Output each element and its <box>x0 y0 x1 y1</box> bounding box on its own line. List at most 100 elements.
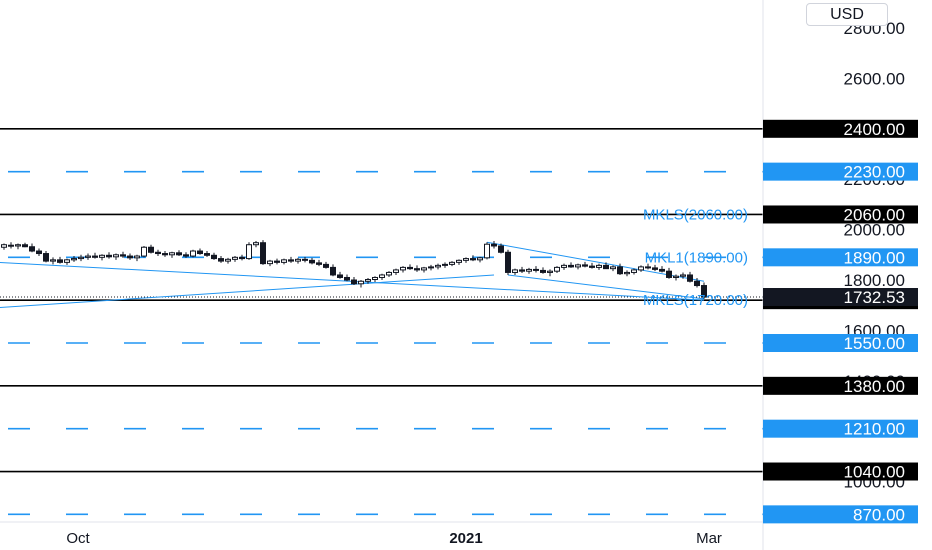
candle-body-up <box>400 266 406 271</box>
candle <box>15 243 21 250</box>
candle-body-up <box>190 250 196 257</box>
candle <box>442 262 448 268</box>
candle <box>372 276 378 283</box>
candle <box>498 243 504 254</box>
candle <box>309 257 315 265</box>
candle <box>64 258 70 265</box>
level-tag: 1550.00 <box>763 334 918 353</box>
candle <box>274 258 280 265</box>
candle-body-down <box>260 242 266 265</box>
candle-body-up <box>113 254 119 258</box>
level-tag: 1040.00 <box>763 462 918 482</box>
candle <box>512 268 518 275</box>
trend-line-wedge-bottom <box>507 274 705 300</box>
candle <box>428 264 434 271</box>
currency-selector[interactable]: USD <box>806 3 888 26</box>
candle-body-up <box>421 267 427 271</box>
candle <box>78 254 84 262</box>
candle <box>127 253 133 260</box>
candle-body-down <box>505 251 511 273</box>
candle-body-down <box>652 267 658 270</box>
candle-body-down <box>687 274 693 282</box>
candle-body-up <box>64 259 70 263</box>
horizontal-levels <box>0 128 763 516</box>
candle <box>414 265 420 272</box>
level-annotation: MKL1(1890.00) <box>645 249 748 266</box>
candle-body-up <box>456 259 462 263</box>
candle <box>463 257 469 263</box>
candle <box>449 261 455 267</box>
candle <box>470 255 476 262</box>
candle <box>36 248 42 257</box>
candle-body-up <box>386 271 392 276</box>
candle-body-up <box>365 278 371 282</box>
candle-body-down <box>470 258 476 261</box>
candle <box>113 253 119 260</box>
candle-body-up <box>449 261 455 265</box>
candle <box>246 242 252 260</box>
candle <box>85 253 91 260</box>
trend-line-rising <box>0 274 495 309</box>
candlestick-series <box>1 240 707 299</box>
candle <box>92 252 98 259</box>
candle-body-down <box>218 258 224 262</box>
candle <box>519 266 525 273</box>
time-tick-label: 2021 <box>449 530 482 547</box>
candle <box>456 259 462 265</box>
level-tag: 870.00 <box>763 505 918 524</box>
candle-body-up <box>477 257 483 261</box>
candle <box>323 261 329 269</box>
candle-body-up <box>463 258 469 261</box>
candle <box>407 264 413 270</box>
candle-body-up <box>134 255 140 259</box>
time-axis[interactable]: Oct 2021 Mar <box>66 530 722 547</box>
candle <box>652 264 658 272</box>
price-tick-label: 1800.00 <box>844 271 905 290</box>
candle <box>232 256 238 262</box>
candle <box>288 256 294 263</box>
candle <box>253 240 259 248</box>
candle-body-down <box>316 262 322 265</box>
candle-body-up <box>393 269 399 273</box>
candle <box>162 251 168 257</box>
level-tag: 2060.00 <box>763 205 918 224</box>
candle-body-up <box>141 246 147 257</box>
candle-body-up <box>526 268 532 272</box>
candle-body-down <box>323 263 329 268</box>
candle-body-down <box>106 254 112 258</box>
candle <box>638 265 644 272</box>
level-tag: 1380.00 <box>763 376 918 396</box>
trend-line-upper-long <box>0 262 705 301</box>
candle-body-up <box>435 264 441 268</box>
candle-body-down <box>603 264 609 270</box>
candle <box>435 263 441 270</box>
tag-label: 2230.00 <box>844 163 905 182</box>
candle <box>267 259 273 267</box>
candle <box>211 252 217 260</box>
candle-body-down <box>92 255 98 258</box>
candle <box>554 266 560 273</box>
candle <box>99 254 105 261</box>
candle-body-down <box>120 254 126 257</box>
candle <box>50 257 56 265</box>
level-tag: 1210.00 <box>763 419 918 439</box>
candle <box>8 242 14 249</box>
candle-body-down <box>694 280 700 287</box>
candle <box>386 271 392 277</box>
candle <box>393 268 399 275</box>
candle-body-up <box>638 266 644 271</box>
candle <box>106 252 112 259</box>
candle <box>477 256 483 263</box>
candle <box>533 266 539 273</box>
candle <box>190 249 196 258</box>
candle-body-down <box>155 251 161 255</box>
candle-body-up <box>610 266 616 270</box>
tag-background <box>763 419 918 438</box>
last-price-tag: 1732.53 <box>763 288 918 307</box>
price-tick-label: 2600.00 <box>844 69 905 88</box>
candle <box>400 266 406 273</box>
candle-body-up <box>512 269 518 273</box>
tag-background <box>763 205 918 224</box>
candle <box>596 263 602 270</box>
